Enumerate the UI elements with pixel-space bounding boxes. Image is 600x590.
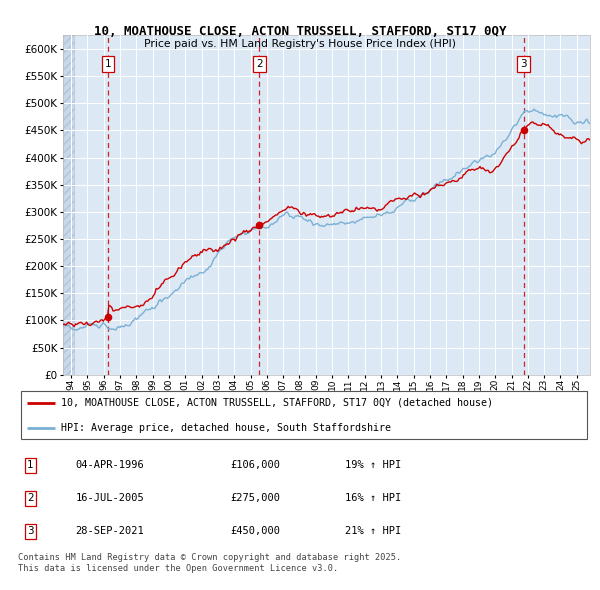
Text: 2: 2 xyxy=(256,58,263,68)
Text: 1: 1 xyxy=(104,58,111,68)
Text: 19% ↑ HPI: 19% ↑ HPI xyxy=(344,460,401,470)
Text: 21% ↑ HPI: 21% ↑ HPI xyxy=(344,526,401,536)
FancyBboxPatch shape xyxy=(21,391,587,438)
Text: £275,000: £275,000 xyxy=(230,493,280,503)
Text: Price paid vs. HM Land Registry's House Price Index (HPI): Price paid vs. HM Land Registry's House … xyxy=(144,39,456,49)
Text: 16% ↑ HPI: 16% ↑ HPI xyxy=(344,493,401,503)
Text: £450,000: £450,000 xyxy=(230,526,280,536)
Text: Contains HM Land Registry data © Crown copyright and database right 2025.
This d: Contains HM Land Registry data © Crown c… xyxy=(18,553,401,573)
Text: 1: 1 xyxy=(27,460,34,470)
Text: 3: 3 xyxy=(27,526,34,536)
Text: 3: 3 xyxy=(520,58,527,68)
Text: 2: 2 xyxy=(27,493,34,503)
Text: 04-APR-1996: 04-APR-1996 xyxy=(76,460,144,470)
Text: 10, MOATHOUSE CLOSE, ACTON TRUSSELL, STAFFORD, ST17 0QY: 10, MOATHOUSE CLOSE, ACTON TRUSSELL, STA… xyxy=(94,25,506,38)
Text: 10, MOATHOUSE CLOSE, ACTON TRUSSELL, STAFFORD, ST17 0QY (detached house): 10, MOATHOUSE CLOSE, ACTON TRUSSELL, STA… xyxy=(61,398,493,408)
Text: HPI: Average price, detached house, South Staffordshire: HPI: Average price, detached house, Sout… xyxy=(61,423,391,432)
Text: £106,000: £106,000 xyxy=(230,460,280,470)
Text: 16-JUL-2005: 16-JUL-2005 xyxy=(76,493,144,503)
Bar xyxy=(63,35,74,375)
Text: 28-SEP-2021: 28-SEP-2021 xyxy=(76,526,144,536)
